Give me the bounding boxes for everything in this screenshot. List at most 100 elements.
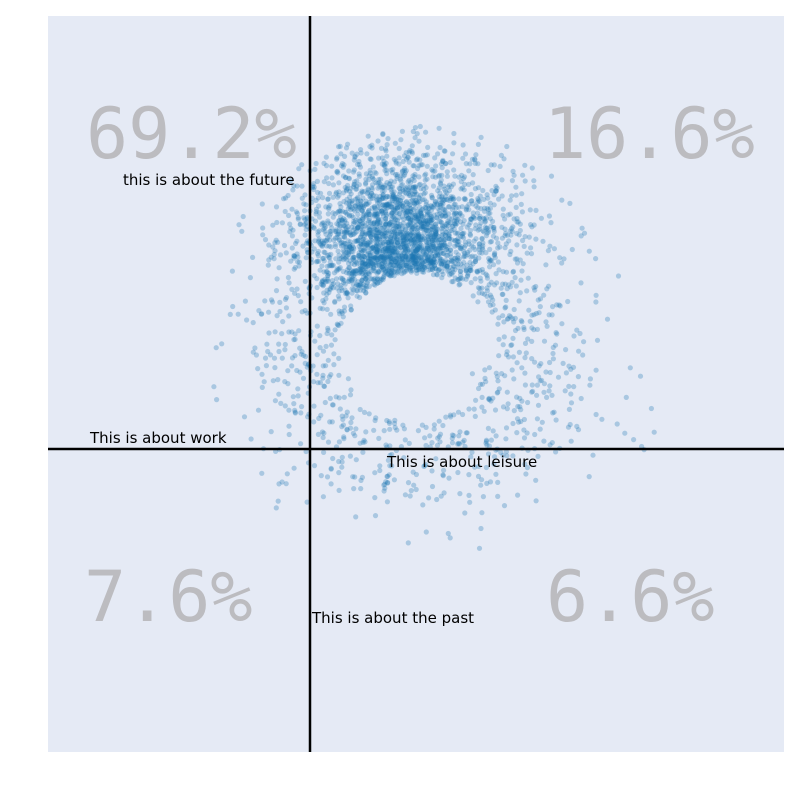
scatter-point: [476, 246, 482, 252]
scatter-point: [412, 211, 418, 217]
scatter-point: [302, 208, 308, 214]
scatter-point: [351, 257, 357, 263]
scatter-point: [412, 184, 418, 190]
scatter-point: [599, 416, 605, 422]
scatter-point: [417, 238, 423, 244]
scatter-point: [537, 426, 543, 432]
scatter-point: [405, 154, 411, 160]
scatter-point: [480, 228, 486, 234]
scatter-point: [312, 238, 318, 244]
scatter-point: [511, 306, 517, 313]
scatter-point: [496, 196, 502, 202]
scatter-point: [412, 261, 418, 267]
scatter-point: [375, 200, 381, 206]
scatter-point: [336, 180, 342, 186]
scatter-point: [440, 206, 446, 212]
scatter-point: [319, 238, 325, 244]
scatter-point: [280, 319, 286, 325]
scatter-point: [474, 210, 481, 216]
scatter-point: [388, 204, 394, 210]
scatter-point: [366, 211, 372, 218]
scatter-point: [368, 263, 374, 269]
scatter-point: [346, 251, 352, 258]
scatter-point: [437, 172, 443, 178]
scatter-point: [300, 352, 307, 358]
scatter-point: [436, 267, 442, 273]
scatter-point: [449, 279, 455, 285]
scatter-point: [375, 217, 381, 223]
scatter-point: [339, 464, 345, 470]
scatter-point: [275, 498, 281, 504]
scatter-point: [381, 236, 387, 242]
scatter-point: [347, 258, 353, 264]
scatter-point: [400, 242, 406, 248]
scatter-point: [373, 227, 379, 233]
scatter-point: [402, 172, 408, 178]
scatter-point: [432, 245, 438, 251]
scatter-point: [399, 203, 405, 209]
scatter-point: [578, 395, 584, 402]
scatter-point: [549, 440, 555, 446]
scatter-point: [396, 161, 402, 167]
scatter-point: [480, 269, 486, 275]
scatter-point: [411, 250, 417, 256]
scatter-point: [375, 252, 381, 259]
scatter-point: [393, 252, 399, 258]
scatter-point: [437, 204, 443, 210]
scatter-point: [370, 164, 376, 170]
scatter-point: [285, 381, 291, 387]
scatter-point: [487, 479, 494, 485]
scatter-point: [407, 212, 413, 218]
scatter-point: [363, 271, 369, 277]
scatter-point: [533, 236, 539, 242]
scatter-point: [484, 192, 490, 198]
scatter-point: [247, 275, 253, 281]
scatter-point: [400, 188, 406, 194]
scatter-point: [479, 404, 485, 410]
scatter-point: [383, 221, 389, 227]
scatter-point: [291, 253, 297, 259]
scatter-point: [355, 238, 361, 244]
scatter-point: [411, 237, 417, 243]
scatter-point: [414, 156, 421, 162]
scatter-point: [385, 245, 391, 251]
scatter-point: [371, 427, 377, 433]
scatter-point: [335, 222, 341, 228]
scatter-point: [265, 262, 271, 268]
scatter-point: [365, 271, 372, 277]
scatter-point: [529, 382, 535, 388]
scatter-point: [382, 485, 388, 491]
scatter-point: [465, 249, 471, 255]
scatter-point: [285, 274, 291, 281]
scatter-point: [375, 280, 381, 286]
scatter-point: [406, 192, 412, 199]
scatter-point: [414, 221, 420, 227]
scatter-point: [420, 502, 426, 508]
scatter-point: [350, 269, 356, 275]
scatter-point: [404, 232, 410, 238]
scatter-point: [461, 259, 467, 266]
scatter-point: [428, 213, 434, 220]
scatter-point: [354, 151, 360, 157]
scatter-point: [334, 285, 340, 291]
scatter-point: [448, 257, 454, 263]
scatter-point: [405, 179, 411, 185]
scatter-point: [327, 285, 333, 292]
scatter-point: [417, 209, 423, 215]
scatter-point: [446, 204, 452, 210]
scatter-point: [368, 242, 374, 248]
scatter-point: [354, 261, 360, 267]
scatter-point: [358, 281, 364, 287]
scatter-point: [276, 341, 282, 347]
scatter-point: [367, 227, 373, 233]
scatter-point: [364, 242, 370, 248]
scatter-point: [449, 207, 456, 213]
scatter-point: [541, 381, 548, 387]
scatter-point: [430, 272, 437, 278]
scatter-point: [430, 242, 436, 248]
scatter-point: [423, 171, 429, 177]
scatter-point: [346, 270, 352, 277]
scatter-point: [394, 256, 400, 262]
scatter-point: [272, 365, 278, 371]
scatter-point: [351, 231, 357, 237]
